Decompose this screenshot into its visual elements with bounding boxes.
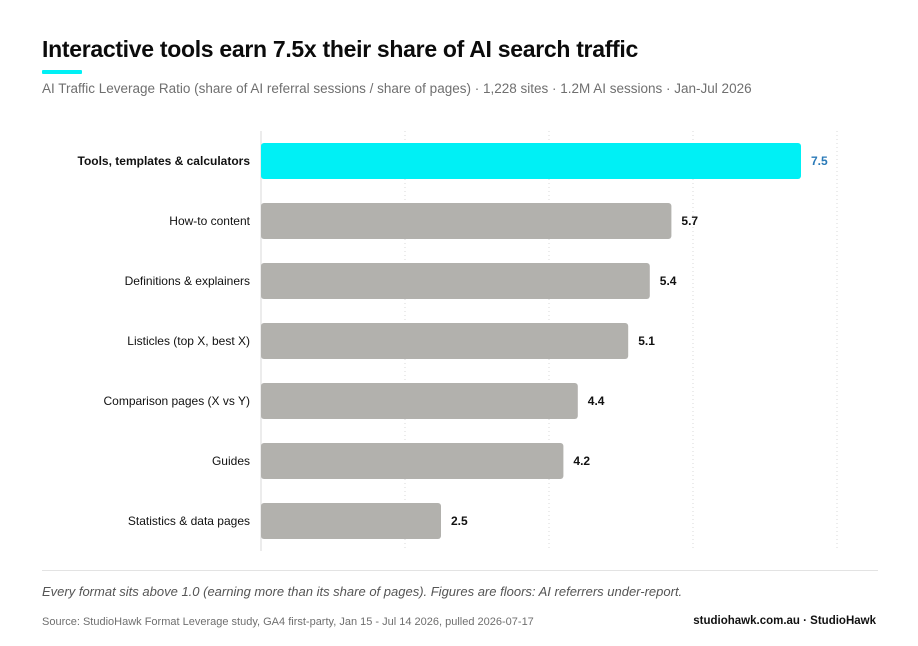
bar xyxy=(261,323,629,359)
value-label: 4.2 xyxy=(573,454,590,468)
bar-chart: Tools, templates & calculators 7.5 How-to … xyxy=(78,131,838,551)
bar xyxy=(261,203,672,239)
category-label: Guides xyxy=(212,454,250,468)
category-label: Comparison pages (X vs Y) xyxy=(103,394,250,408)
title-accent-bar xyxy=(42,70,82,74)
value-label: 5.1 xyxy=(638,334,655,348)
category-label: Definitions & explainers xyxy=(125,274,250,288)
category-label: Listicles (top X, best X) xyxy=(127,334,250,348)
footer-divider xyxy=(42,570,878,571)
bar xyxy=(261,143,801,179)
bar xyxy=(261,443,564,479)
bar xyxy=(261,383,578,419)
source-line: Source: StudioHawk Format Leverage study… xyxy=(42,616,534,628)
footnote: Every format sits above 1.0 (earning mor… xyxy=(42,584,683,599)
chart-title: Interactive tools earn 7.5x their share … xyxy=(42,36,638,62)
value-label: 5.4 xyxy=(660,274,677,288)
brand-credit: studiohawk.com.au · StudioHawk xyxy=(693,615,876,627)
bar xyxy=(261,263,650,299)
category-label: How-to content xyxy=(169,214,250,228)
value-label: 7.5 xyxy=(811,154,828,168)
bar xyxy=(261,503,441,539)
value-label: 2.5 xyxy=(451,514,468,528)
value-label: 5.7 xyxy=(681,214,698,228)
value-label: 4.4 xyxy=(588,394,605,408)
category-label: Tools, templates & calculators xyxy=(78,154,251,168)
category-label: Statistics & data pages xyxy=(128,514,250,528)
chart-subtitle: AI Traffic Leverage Ratio (share of AI r… xyxy=(42,81,752,96)
